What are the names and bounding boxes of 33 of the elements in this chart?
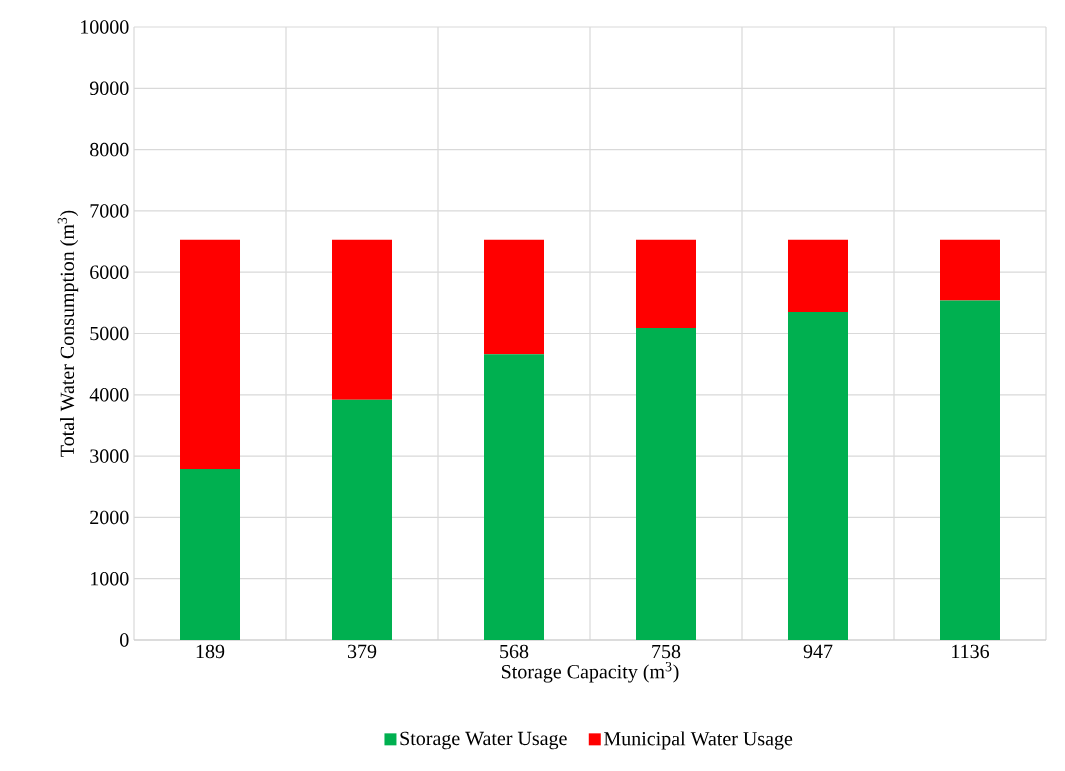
bar <box>636 327 696 640</box>
bar <box>484 354 544 640</box>
y-tick-label: 1000 <box>91 571 129 586</box>
y-tick-label: 0 <box>120 633 129 647</box>
bar <box>636 239 696 328</box>
bar <box>788 312 848 640</box>
y-tick-label: 9000 <box>89 81 129 96</box>
bar <box>332 399 393 640</box>
bar <box>180 468 240 640</box>
y-tick-label: 7000 <box>90 204 129 218</box>
bar <box>332 239 393 400</box>
x-tick-label: 1136 <box>952 644 990 659</box>
y-tick-label: 5000 <box>90 326 129 341</box>
x-tick-label: 947 <box>803 644 833 659</box>
y-tick-label: 2000 <box>90 510 129 525</box>
y-tick-label: 3000 <box>90 449 129 463</box>
bar <box>484 239 544 355</box>
x-tick-label: 758 <box>652 644 681 659</box>
bar <box>940 300 1000 640</box>
y-axis-title: Total Water Consumption (m$^{3}$) <box>57 210 79 457</box>
y-tick-label: 10000 <box>81 20 129 34</box>
x-axis-title: Storage Capacity (m$^{3}$) <box>501 662 679 683</box>
x-tick-label: 379 <box>347 644 377 659</box>
bar <box>940 239 1000 301</box>
legend-label: Storage Water Usage <box>400 731 567 750</box>
x-tick-label: 189 <box>196 644 225 659</box>
y-tick-label: 4000 <box>89 388 129 402</box>
x-tick-label: 568 <box>500 644 529 659</box>
y-tick-label: 8000 <box>90 142 129 157</box>
y-tick-label: 6000 <box>90 265 129 279</box>
legend-label: Municipal Water Usage <box>604 731 793 750</box>
bar <box>788 239 848 313</box>
bar <box>180 239 240 469</box>
